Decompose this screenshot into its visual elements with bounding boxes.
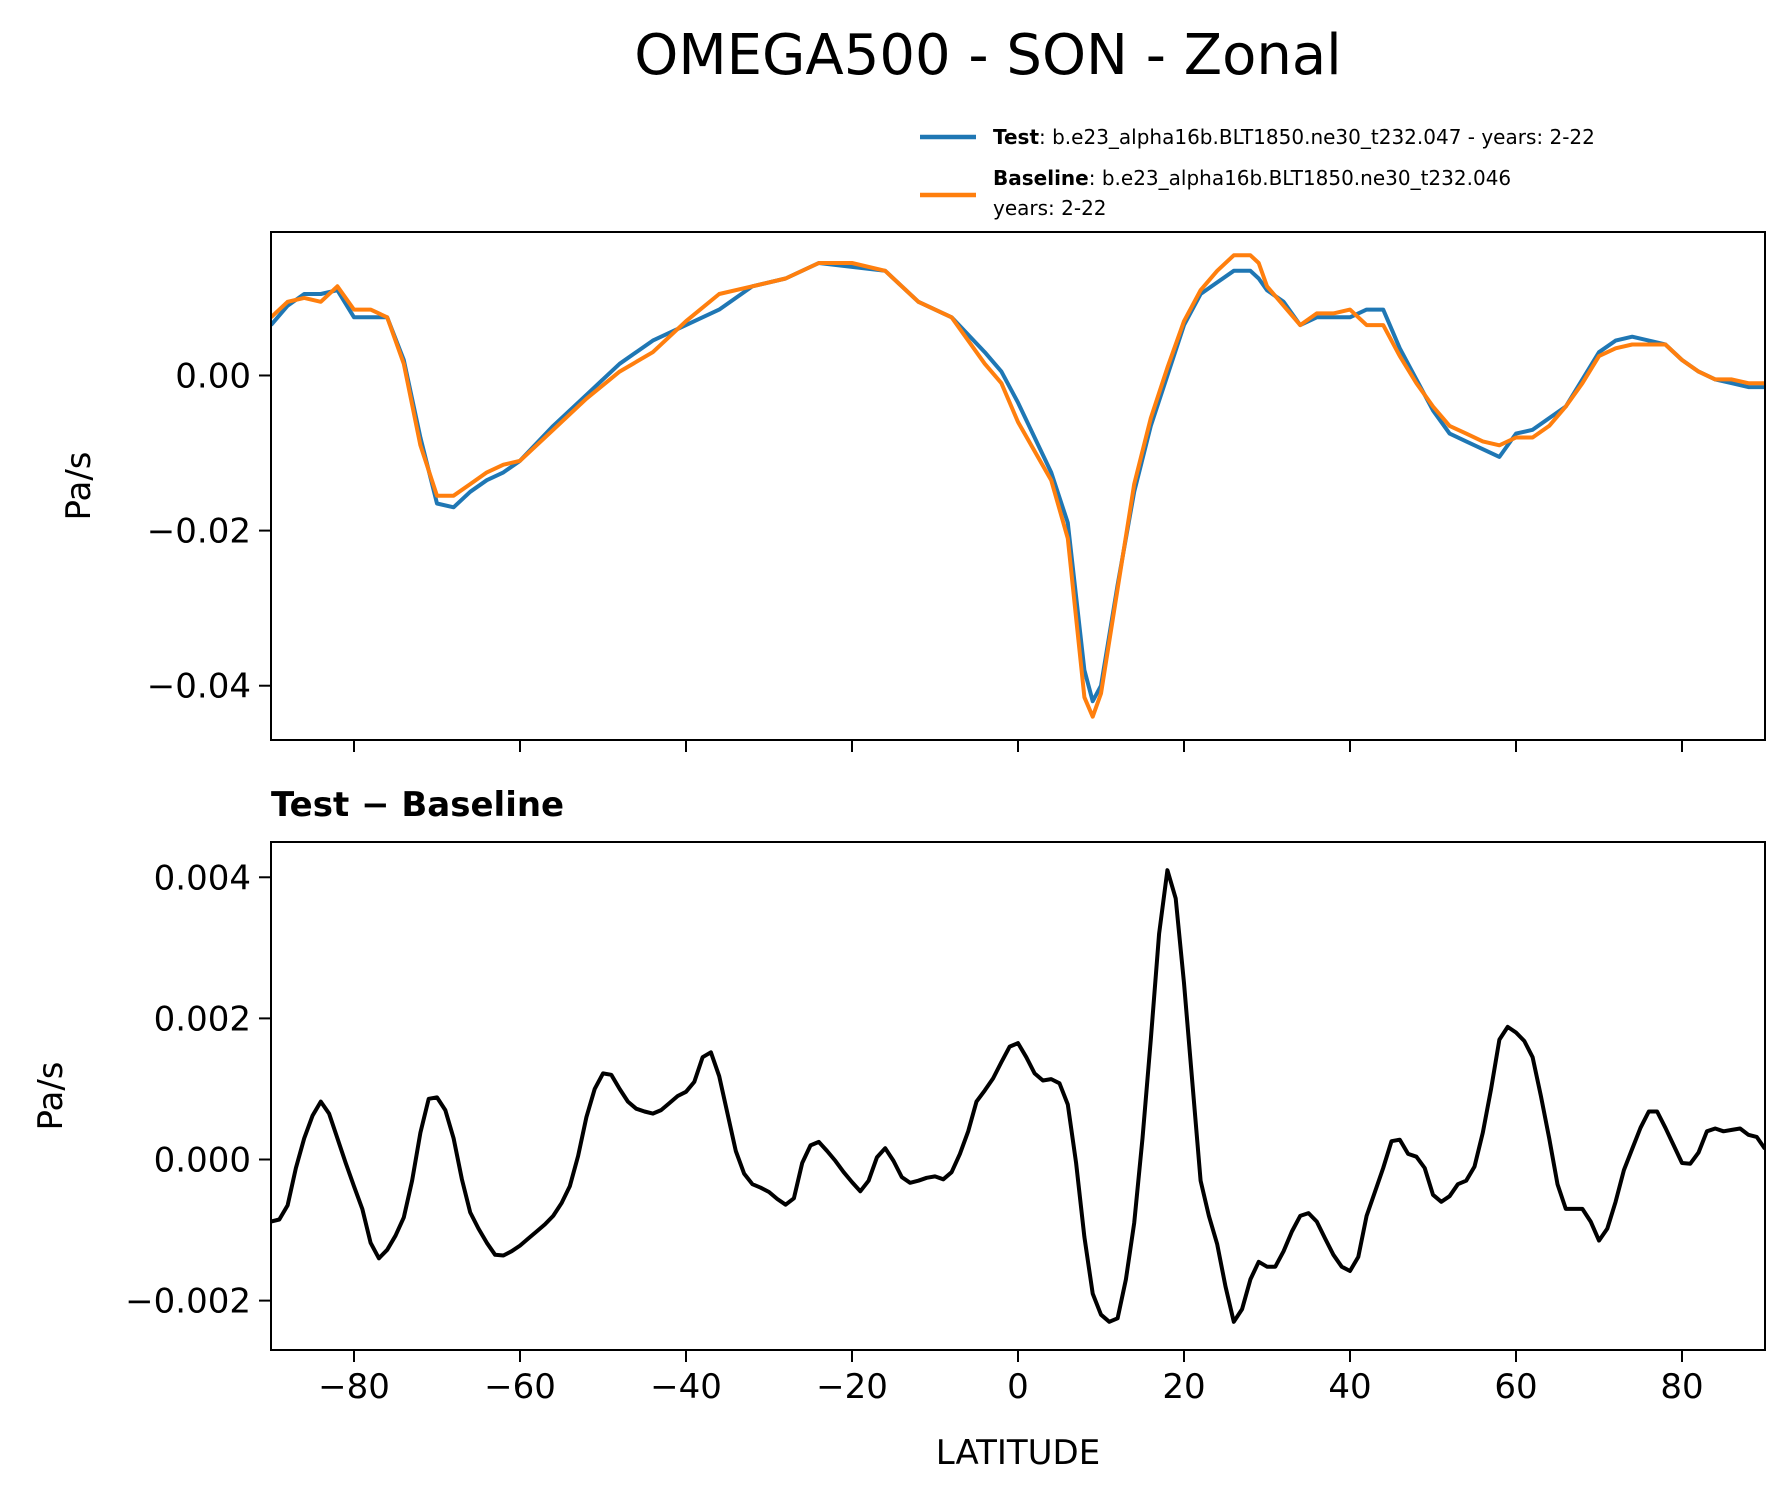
- bottom-y-ticks: 0.004 0.002 0.000 −0.002: [125, 858, 271, 1322]
- legend-label-baseline-years: years: 2-22: [993, 196, 1107, 220]
- x-axis-label: LATITUDE: [936, 1433, 1100, 1473]
- x-tick-label: −80: [318, 1367, 390, 1407]
- top-series-line-0: [271, 261, 1765, 704]
- legend-label-test-run: : b.e23_alpha16b.BLT1850.ne30_t232.047 -…: [1039, 125, 1595, 149]
- legend-label-baseline-run: : b.e23_alpha16b.BLT1850.ne30_t232.046: [1089, 166, 1511, 190]
- bottom-x-ticks: −80 −60 −40 −20 0 20 40 60 80: [318, 1350, 1704, 1407]
- bottom-y-tick-label: 0.004: [154, 858, 251, 898]
- top-panel-frame: [270, 231, 1766, 741]
- bottom-y-tick-label: −0.002: [125, 1282, 251, 1322]
- top-panel: 0.00 −0.02 −0.04 Pa/s: [59, 231, 1766, 752]
- legend: Test: b.e23_alpha16b.BLT1850.ne30_t232.0…: [920, 125, 1595, 220]
- x-tick-label: 20: [1162, 1367, 1205, 1407]
- legend-label-baseline: Baseline: b.e23_alpha16b.BLT1850.ne30_t2…: [993, 166, 1511, 190]
- bottom-panel: Test − Baseline −80 −60 −40 −20 0 20 40 60 80 0.…: [31, 785, 1766, 1473]
- top-y-ticks: 0.00 −0.02 −0.04: [147, 356, 271, 707]
- top-series-line-1: [271, 253, 1765, 719]
- top-y-tick-label: 0.00: [175, 356, 251, 396]
- top-y-tick-label: −0.02: [147, 512, 251, 552]
- bottom-y-tick-label: 0.000: [154, 1141, 251, 1181]
- x-tick-label: 80: [1660, 1367, 1703, 1407]
- chart-title: OMEGA500 - SON - Zonal: [634, 23, 1342, 88]
- top-x-ticks: [353, 740, 1683, 752]
- x-tick-label: 40: [1328, 1367, 1371, 1407]
- top-y-tick-label: −0.04: [147, 667, 251, 707]
- bottom-series-line-0: [271, 868, 1765, 1324]
- x-tick-label: −20: [816, 1367, 888, 1407]
- legend-label-test: Test: b.e23_alpha16b.BLT1850.ne30_t232.0…: [993, 125, 1595, 149]
- bottom-y-axis-label: Pa/s: [31, 1062, 71, 1131]
- x-tick-label: 60: [1494, 1367, 1537, 1407]
- bottom-panel-title: Test − Baseline: [271, 785, 564, 825]
- legend-label-test-name: Test: [993, 125, 1039, 149]
- x-tick-label: 0: [1007, 1367, 1029, 1407]
- top-y-axis-label: Pa/s: [59, 452, 99, 521]
- bottom-y-tick-label: 0.002: [154, 999, 251, 1039]
- legend-label-baseline-name: Baseline: [993, 166, 1089, 190]
- bottom-series-lines: [271, 868, 1765, 1324]
- x-tick-label: −60: [484, 1367, 556, 1407]
- top-series-lines: [271, 253, 1765, 719]
- x-tick-label: −40: [650, 1367, 722, 1407]
